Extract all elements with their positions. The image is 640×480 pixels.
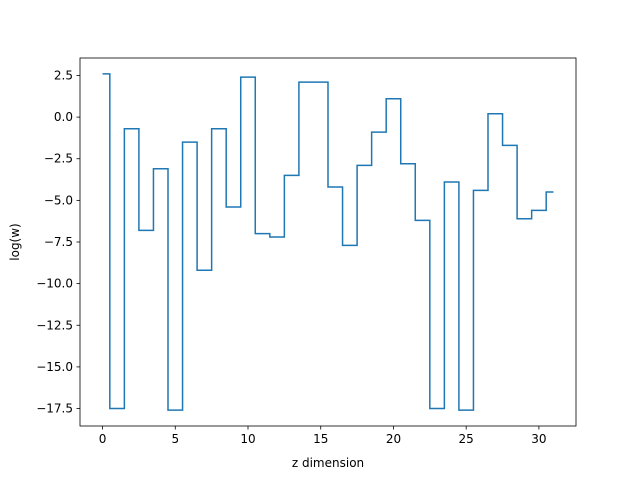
y-tick-label: 2.5 bbox=[54, 68, 73, 82]
y-tick-label: −5.0 bbox=[44, 193, 73, 207]
series-layer bbox=[102, 73, 554, 411]
x-tick-label: 5 bbox=[171, 432, 179, 446]
x-tick-label: 20 bbox=[386, 432, 401, 446]
y-tick-label: −12.5 bbox=[36, 318, 73, 332]
axes-layer: 0 5 10 15 20 25 30 2.5 0.0 −2.5 −5.0 −7.5 −10.0 −12.5… bbox=[36, 57, 577, 446]
y-tick-label: −2.5 bbox=[44, 152, 73, 166]
x-tick-label: 15 bbox=[313, 432, 328, 446]
x-tick-label: 0 bbox=[99, 432, 107, 446]
y-tick-label: 0.0 bbox=[54, 110, 73, 124]
y-tick-label: −7.5 bbox=[44, 235, 73, 249]
x-tick-label: 25 bbox=[459, 432, 474, 446]
x-axis-title: z dimension bbox=[292, 456, 364, 470]
x-tick-label: 30 bbox=[531, 432, 546, 446]
series-line-0 bbox=[102, 73, 554, 411]
y-tick-label: −10.0 bbox=[36, 277, 73, 291]
y-tick-label: −17.5 bbox=[36, 402, 73, 416]
y-tick-label: −15.0 bbox=[36, 360, 73, 374]
y-axis-title: log(w) bbox=[8, 223, 22, 260]
x-tick-label: 10 bbox=[240, 432, 255, 446]
